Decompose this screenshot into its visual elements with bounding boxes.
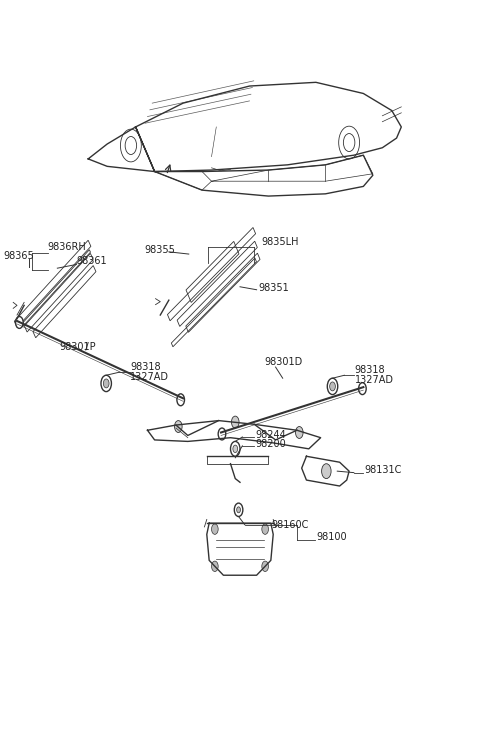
Text: 1327AD: 1327AD [355,375,394,386]
Text: 98301D: 98301D [264,357,303,367]
Circle shape [175,421,182,432]
Text: 98355: 98355 [144,245,175,255]
Text: 98361: 98361 [76,256,107,267]
Circle shape [330,382,336,391]
Circle shape [231,416,239,428]
Text: 9836RH: 9836RH [48,242,86,252]
Text: 98100: 98100 [316,533,347,542]
Text: 9835LH: 9835LH [261,237,299,247]
Circle shape [296,426,303,438]
Circle shape [15,317,23,328]
Circle shape [218,428,226,440]
Text: 98301P: 98301P [60,342,96,352]
Circle shape [322,464,331,479]
Text: 98318: 98318 [355,365,385,375]
Circle shape [103,379,109,388]
Circle shape [237,507,240,513]
Circle shape [212,524,218,534]
Text: 98244: 98244 [255,430,286,440]
Text: 98318: 98318 [130,362,160,372]
Circle shape [233,445,238,452]
Circle shape [212,561,218,571]
Text: 98131C: 98131C [364,465,402,476]
Text: 98351: 98351 [258,282,289,293]
Circle shape [177,394,184,406]
Circle shape [359,383,366,395]
Circle shape [262,561,268,571]
Circle shape [262,524,268,534]
Text: 98160C: 98160C [272,520,309,530]
Text: 1327AD: 1327AD [130,372,169,383]
Text: 98365: 98365 [3,251,34,261]
Text: 98200: 98200 [255,439,286,449]
